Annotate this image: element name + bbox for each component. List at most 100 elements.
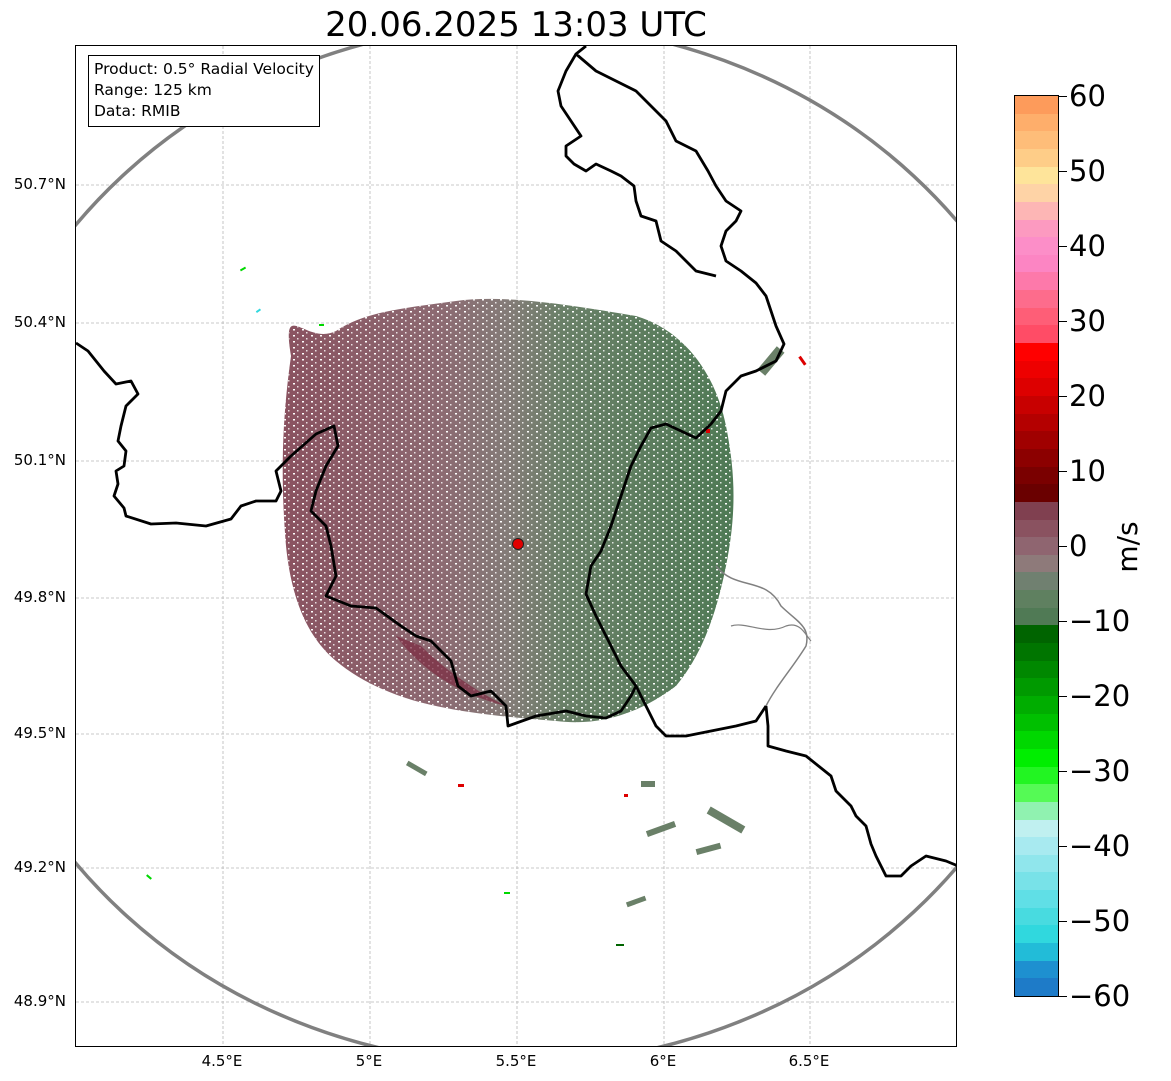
- colorbar-tick: [1059, 696, 1067, 697]
- velocity-colorbar: [1014, 95, 1059, 997]
- echo-receding-max: [396, 636, 506, 706]
- radar-map[interactable]: [75, 45, 957, 1047]
- colorbar-segment: [1015, 184, 1058, 203]
- colorbar-segment: [1015, 572, 1058, 591]
- colorbar-tick: [1059, 771, 1067, 772]
- colorbar-segment: [1015, 748, 1058, 768]
- colorbar-segment: [1015, 466, 1058, 485]
- colorbar-tick-label: 0: [1069, 529, 1088, 563]
- colorbar-segment: [1015, 731, 1058, 750]
- colorbar-segment: [1015, 537, 1058, 556]
- colorbar-tick: [1059, 921, 1067, 922]
- lat-tick-label: 48.9°N: [13, 992, 66, 1010]
- echo-dark-green-speck: [616, 944, 624, 946]
- colorbar-tick-label: 10: [1069, 454, 1106, 488]
- colorbar-segment: [1015, 343, 1058, 362]
- colorbar-segment: [1015, 113, 1058, 132]
- colorbar-segment: [1015, 872, 1058, 891]
- colorbar-segment: [1015, 431, 1058, 450]
- info-range: Range: 125 km: [94, 81, 212, 99]
- colorbar-segment: [1015, 219, 1058, 238]
- lat-tick-label: 49.5°N: [13, 724, 66, 742]
- colorbar-tick: [1059, 321, 1067, 322]
- info-data-source: Data: RMIB: [94, 102, 181, 120]
- colorbar-unit-label: m/s: [1111, 521, 1144, 573]
- colorbar-segment: [1015, 360, 1058, 379]
- colorbar-segment: [1015, 960, 1058, 979]
- info-product: Product: 0.5° Radial Velocity: [94, 60, 314, 78]
- colorbar-tick-label: −40: [1069, 829, 1131, 863]
- colorbar-segment: [1015, 801, 1058, 821]
- echo-green-specks: [146, 266, 510, 894]
- colorbar-segment: [1015, 890, 1058, 909]
- echo-speckle: [282, 298, 734, 723]
- lon-tick-label: 5.5°E: [495, 1052, 537, 1070]
- colorbar-segment: [1015, 607, 1058, 626]
- colorbar-segment: [1015, 925, 1058, 944]
- lon-tick-label: 6.5°E: [788, 1052, 830, 1070]
- colorbar-segment: [1015, 378, 1058, 397]
- colorbar-segment: [1015, 643, 1058, 662]
- colorbar-segment: [1015, 148, 1058, 168]
- colorbar-segment: [1015, 907, 1058, 926]
- colorbar-segment: [1015, 696, 1058, 715]
- lat-tick-label: 50.1°N: [13, 451, 66, 469]
- colorbar-segment: [1015, 448, 1058, 468]
- colorbar-segment: [1015, 519, 1058, 538]
- colorbar-segment: [1015, 396, 1058, 415]
- info-box: Product: 0.5° Radial Velocity Range: 125…: [88, 55, 320, 127]
- colorbar-segment: [1015, 590, 1058, 609]
- colorbar-tick-label: 40: [1069, 229, 1106, 263]
- lat-tick-label: 49.2°N: [13, 858, 66, 876]
- colorbar-tick: [1059, 471, 1067, 472]
- colorbar-tick: [1059, 171, 1067, 172]
- radar-site-marker[interactable]: [512, 538, 524, 550]
- colorbar-tick-label: 50: [1069, 154, 1106, 188]
- colorbar-segment: [1015, 784, 1058, 803]
- colorbar-segment: [1015, 660, 1058, 679]
- colorbar-segment: [1015, 943, 1058, 962]
- colorbar-segment: [1015, 854, 1058, 874]
- colorbar-tick-label: −50: [1069, 904, 1131, 938]
- colorbar-tick-label: 30: [1069, 304, 1106, 338]
- colorbar-segment: [1015, 237, 1058, 256]
- colorbar-tick: [1059, 96, 1067, 97]
- colorbar-segment: [1015, 96, 1058, 115]
- colorbar-segment: [1015, 501, 1058, 521]
- lon-tick-label: 4.5°E: [201, 1052, 243, 1070]
- colorbar-tick-label: −60: [1069, 979, 1131, 1013]
- colorbar-segment: [1015, 978, 1058, 996]
- colorbar-segment: [1015, 413, 1058, 432]
- velocity-echo-field: [146, 266, 807, 946]
- colorbar-tick: [1059, 846, 1067, 847]
- radar-map-canvas: [76, 46, 956, 1046]
- colorbar-segment: [1015, 131, 1058, 150]
- colorbar-segment: [1015, 201, 1058, 221]
- colorbar-segment: [1015, 290, 1058, 309]
- colorbar-segment: [1015, 837, 1058, 856]
- colorbar-segment: [1015, 272, 1058, 291]
- colorbar-tick-label: −30: [1069, 754, 1131, 788]
- colorbar-segment: [1015, 325, 1058, 344]
- national-borders: [76, 46, 956, 878]
- colorbar-tick-label: −10: [1069, 604, 1131, 638]
- colorbar-tick: [1059, 996, 1067, 997]
- lon-tick-label: 6°E: [649, 1052, 677, 1070]
- regional-border-luxembourg: [715, 565, 808, 707]
- colorbar-tick-label: −20: [1069, 679, 1131, 713]
- echo-red-specks: [458, 355, 807, 797]
- colorbar-tick: [1059, 546, 1067, 547]
- map-title: 20.06.2025 13:03 UTC: [325, 5, 707, 45]
- colorbar-segment: [1015, 766, 1058, 785]
- lon-tick-label: 5°E: [355, 1052, 383, 1070]
- lat-tick-label: 50.7°N: [13, 175, 66, 193]
- colorbar-segment: [1015, 713, 1058, 732]
- colorbar-segment: [1015, 307, 1058, 326]
- colorbar-tick: [1059, 621, 1067, 622]
- echo-cyan-speck: [255, 308, 262, 313]
- colorbar-tick: [1059, 396, 1067, 397]
- colorbar-segment: [1015, 554, 1058, 574]
- colorbar-tick-label: 60: [1069, 79, 1106, 113]
- colorbar-segment: [1015, 166, 1058, 185]
- colorbar-segment: [1015, 254, 1058, 274]
